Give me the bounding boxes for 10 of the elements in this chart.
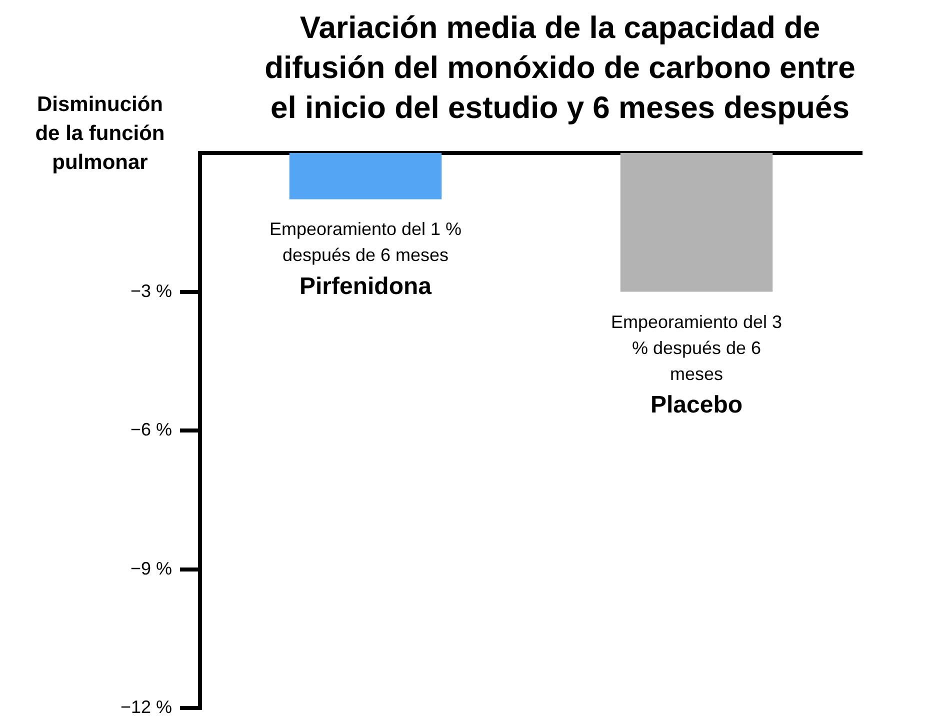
annotation: Empeoramiento del 1 % después de 6 meses bbox=[269, 219, 462, 266]
y-tick-label: −6 % bbox=[130, 420, 172, 440]
y-tick-label: −9 % bbox=[130, 558, 172, 578]
chart-title: Variación media de la capacidad de difusión del monóxido de carbono entre el inicio del estudio y 6 meses después bbox=[264, 9, 856, 127]
x-tick-label: Placebo bbox=[650, 391, 743, 418]
y-tick-label: −12 % bbox=[120, 697, 172, 718]
y-axis-title: Disminución de la función pulmonar bbox=[34, 92, 166, 176]
x-tick-label: Pirfenidona bbox=[299, 272, 432, 300]
y-tick-label: −3 % bbox=[130, 280, 172, 301]
annotation: Empeoramiento del 3 % después de 6 meses bbox=[610, 312, 782, 384]
